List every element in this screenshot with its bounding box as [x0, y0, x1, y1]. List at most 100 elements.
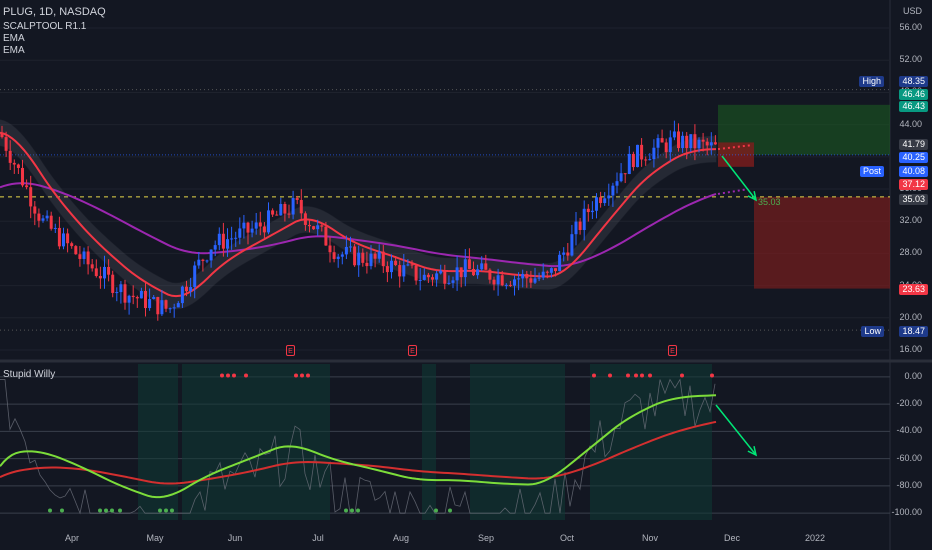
- candle-body: [525, 273, 529, 279]
- candle-body: [677, 131, 680, 149]
- osc-tick-label: -100.00: [891, 507, 922, 518]
- osc-oversold-dot: [350, 508, 354, 513]
- candle-body: [586, 208, 590, 213]
- candle-body: [193, 265, 197, 288]
- candle-body: [619, 173, 623, 182]
- candle-body: [275, 214, 279, 216]
- candle-body: [156, 297, 160, 315]
- candle-body: [644, 159, 648, 161]
- candle-body: [463, 259, 467, 278]
- candle-body: [254, 222, 258, 229]
- candle-body: [381, 251, 385, 267]
- price-tick-label: 52.00: [899, 54, 922, 65]
- candle-body: [488, 269, 492, 280]
- candle-body: [406, 264, 410, 266]
- candle-body: [492, 279, 496, 285]
- candle-body: [25, 185, 29, 188]
- candle-body: [533, 278, 537, 283]
- candle-body: [185, 286, 188, 292]
- osc-tick-label: -80.00: [896, 479, 922, 490]
- candle-body: [709, 142, 713, 146]
- candle-body: [74, 246, 78, 255]
- candle-body: [545, 271, 549, 273]
- candle-body: [279, 203, 283, 216]
- candle-body: [390, 260, 393, 273]
- candle-body: [160, 300, 164, 315]
- candle-body: [369, 253, 373, 267]
- osc-oversold-dot: [110, 508, 114, 513]
- candle-body: [246, 222, 250, 233]
- candle-body: [267, 210, 270, 233]
- candle-body: [180, 286, 184, 304]
- osc-overbought-dot: [640, 373, 644, 378]
- candle-body: [529, 278, 533, 283]
- candle-body: [508, 284, 512, 286]
- candle-body: [554, 268, 557, 272]
- osc-oversold-dot: [164, 508, 168, 513]
- candle-body: [119, 284, 123, 293]
- candle-body: [258, 222, 262, 227]
- candle-body: [176, 303, 180, 308]
- price-tick-label: 28.00: [899, 247, 922, 258]
- osc-oversold-dot: [118, 508, 122, 513]
- candle-body: [431, 277, 434, 280]
- candle-body: [295, 198, 299, 200]
- candle-body: [291, 198, 295, 215]
- candle-body: [230, 238, 234, 240]
- candle-body: [570, 234, 574, 256]
- candle-body: [12, 162, 16, 165]
- candle-body: [689, 134, 693, 149]
- candle-body: [21, 167, 24, 186]
- candle-body: [164, 300, 168, 309]
- earnings-marker-2[interactable]: E: [408, 345, 417, 356]
- candle-body: [205, 260, 209, 262]
- candle-body: [29, 187, 33, 207]
- candle-body: [705, 141, 709, 146]
- candle-body: [37, 213, 41, 221]
- currency-label[interactable]: USD: [902, 6, 922, 16]
- candle-body: [521, 273, 525, 279]
- candle-body: [299, 199, 303, 214]
- osc-oversold-dot: [356, 508, 360, 513]
- candle-body: [562, 252, 566, 255]
- indicator-scalptool[interactable]: SCALPTOOL R1.1: [3, 21, 87, 32]
- candle-body: [394, 260, 398, 266]
- candle-body: [361, 252, 365, 263]
- candle-body: [271, 210, 275, 215]
- osc-overbought-dot: [648, 373, 652, 378]
- candle-body: [49, 215, 53, 229]
- osc-oversold-dot: [104, 508, 108, 513]
- candle-body: [238, 228, 242, 238]
- candle-body: [636, 144, 639, 168]
- indicator-ema-2[interactable]: EMA: [3, 45, 25, 56]
- candle-body: [656, 138, 660, 148]
- candle-body: [8, 150, 12, 163]
- price-tick-label: 20.00: [899, 311, 922, 322]
- candle-body: [377, 251, 381, 259]
- osc-overbought-dot: [680, 373, 684, 378]
- time-label-2022: 2022: [804, 533, 826, 543]
- earnings-marker-1[interactable]: E: [286, 345, 295, 356]
- candle-body: [168, 308, 172, 310]
- time-label-dec: Dec: [723, 533, 741, 543]
- candle-body: [213, 245, 217, 250]
- candle-body: [53, 227, 57, 229]
- osc-tick-label: 0.00: [904, 370, 922, 381]
- ema-slow-line: [0, 182, 717, 268]
- candle-body: [340, 254, 344, 257]
- candle-body: [78, 254, 82, 259]
- earnings-marker-3[interactable]: E: [668, 345, 677, 356]
- osc-overbought-dot: [220, 373, 224, 378]
- candle-body: [226, 239, 229, 249]
- candle-body: [541, 271, 545, 278]
- candle-body: [349, 246, 352, 248]
- candle-body: [664, 142, 668, 153]
- oscillator-title[interactable]: Stupid Willy: [3, 369, 56, 380]
- candle-body: [615, 181, 619, 186]
- osc-forecast-arrow: [715, 404, 757, 456]
- candle-body: [402, 265, 406, 277]
- candle-body: [599, 197, 603, 204]
- indicator-ema-1[interactable]: EMA: [3, 33, 25, 44]
- candle-body: [627, 153, 631, 175]
